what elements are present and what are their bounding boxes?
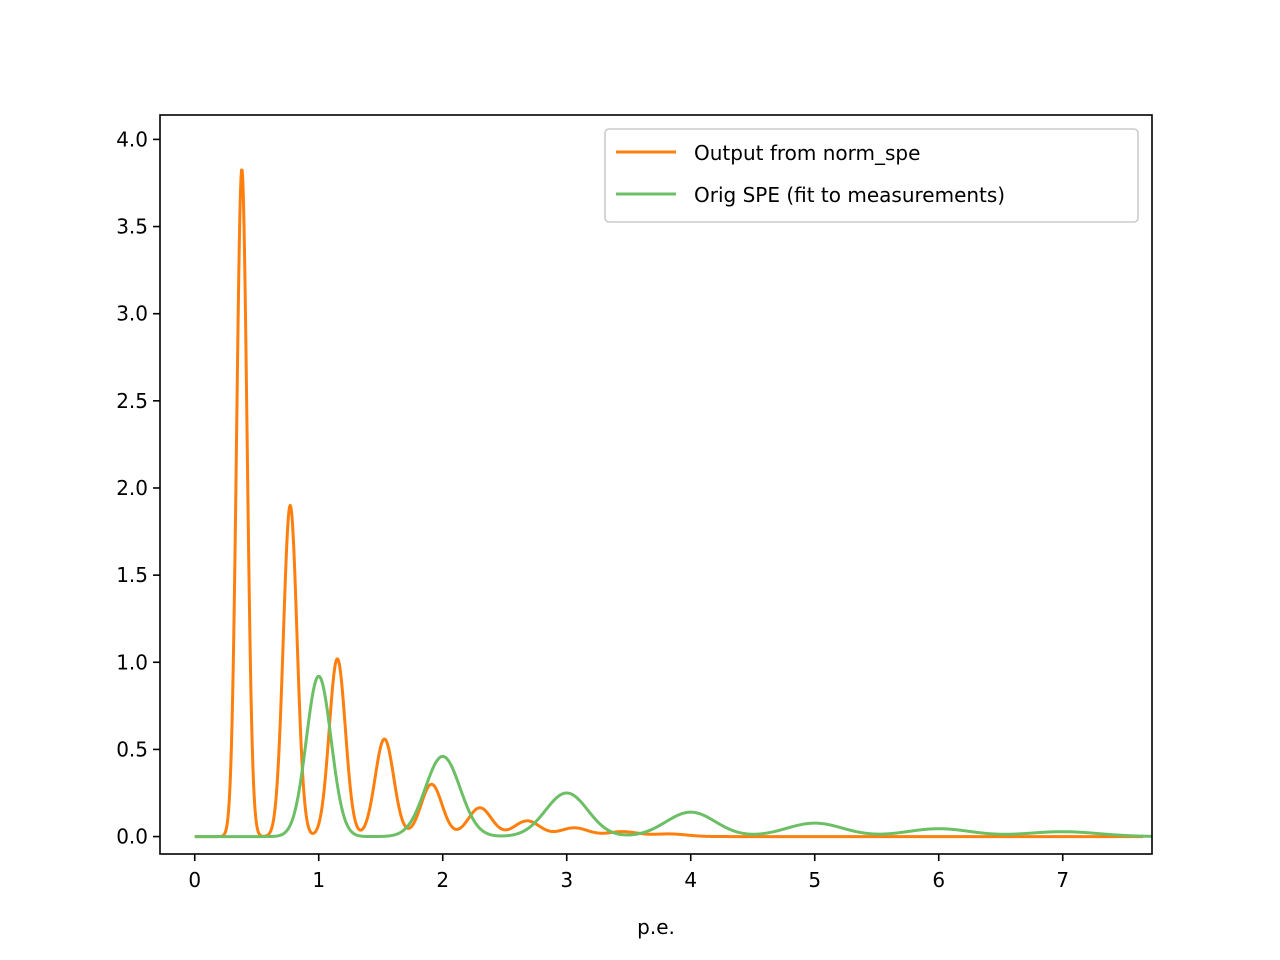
legend-box bbox=[604, 128, 1139, 223]
y-tick-label: 3.5 bbox=[116, 215, 148, 239]
x-tick-label: 0 bbox=[188, 868, 201, 892]
x-tick-label: 4 bbox=[684, 868, 697, 892]
series-line-0 bbox=[193, 168, 1145, 839]
x-tick-label: 5 bbox=[808, 868, 821, 892]
x-tick-label: 1 bbox=[312, 868, 325, 892]
series-line-1 bbox=[193, 674, 1152, 839]
legend: Output from norm_spe Orig SPE (fit to me… bbox=[604, 128, 1139, 223]
series-layer bbox=[193, 168, 1152, 839]
x-tick-label: 2 bbox=[436, 868, 449, 892]
y-tick-label: 3.0 bbox=[116, 302, 148, 326]
y-tick-label: 4.0 bbox=[116, 127, 148, 151]
x-axis: 0 1 2 3 4 5 6 7 bbox=[188, 854, 1069, 892]
x-tick-label: 6 bbox=[932, 868, 945, 892]
y-tick-label: 0.0 bbox=[116, 825, 148, 849]
x-axis-label: p.e. bbox=[637, 915, 675, 939]
x-tick-label: 3 bbox=[560, 868, 573, 892]
y-axis: 0.0 0.5 1.0 1.5 2.0 2.5 3.0 3.5 4.0 bbox=[116, 127, 160, 849]
y-tick-label: 1.5 bbox=[116, 563, 148, 587]
y-tick-label: 0.5 bbox=[116, 737, 148, 761]
y-tick-label: 2.0 bbox=[116, 476, 148, 500]
y-tick-label: 2.5 bbox=[116, 389, 148, 413]
legend-label-norm-spe: Output from norm_spe bbox=[694, 141, 920, 165]
plot-frame bbox=[159, 114, 1153, 855]
y-tick-label: 1.0 bbox=[116, 650, 148, 674]
legend-label-orig-spe: Orig SPE (fit to measurements) bbox=[694, 183, 1005, 207]
x-tick-label: 7 bbox=[1056, 868, 1069, 892]
